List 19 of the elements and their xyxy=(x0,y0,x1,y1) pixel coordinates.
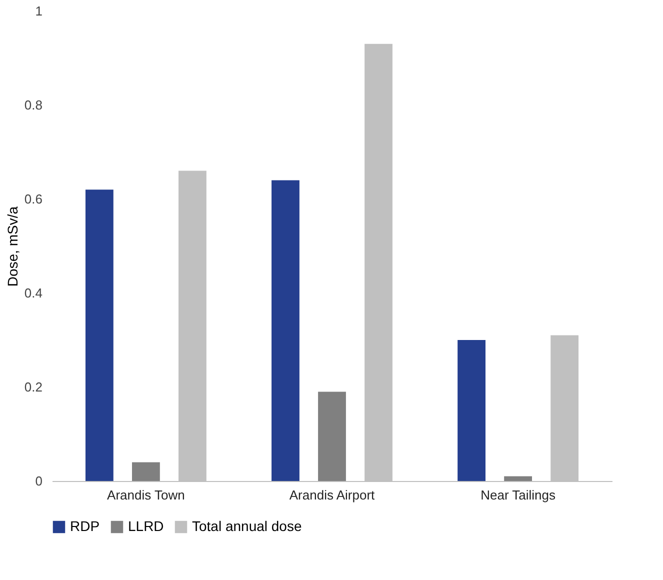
x-tick-label: Arandis Town xyxy=(107,488,185,502)
x-tick-label: Arandis Airport xyxy=(289,488,376,502)
y-tick-label: 0.8 xyxy=(24,98,42,112)
legend-label: LLRD xyxy=(128,518,164,534)
bar xyxy=(504,476,532,481)
legend-label: Total annual dose xyxy=(192,518,302,534)
y-tick-label: 0.2 xyxy=(24,380,42,394)
legend-label: RDP xyxy=(70,518,100,534)
bar xyxy=(132,462,160,481)
bar xyxy=(272,180,300,481)
bar xyxy=(318,392,346,481)
x-tick-label: Near Tailings xyxy=(480,488,556,502)
y-tick-label: 0.6 xyxy=(24,192,42,206)
y-tick-label: 0.4 xyxy=(24,286,42,300)
y-axis-title: Dose, mSv/a xyxy=(4,206,20,287)
bar xyxy=(458,340,486,481)
bar xyxy=(85,190,114,481)
y-tick-label: 0 xyxy=(35,474,42,488)
y-tick-label: 1 xyxy=(35,4,42,18)
